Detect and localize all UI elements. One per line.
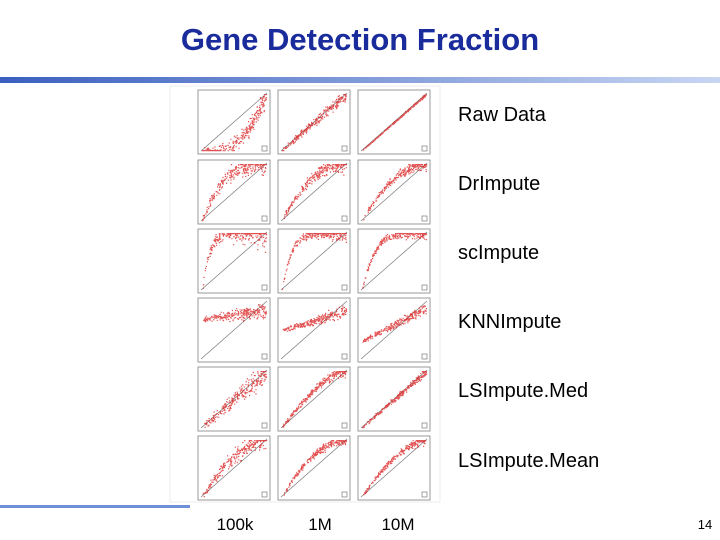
scatter-cloud bbox=[202, 94, 267, 152]
diagonal bbox=[280, 162, 348, 222]
panel-inset bbox=[261, 215, 268, 222]
diagonal bbox=[360, 438, 428, 498]
panel-inset bbox=[341, 353, 348, 360]
panel-inset bbox=[261, 422, 268, 429]
scatter-cloud bbox=[283, 440, 348, 496]
panel-inset bbox=[341, 145, 348, 152]
panel-inset bbox=[261, 145, 268, 152]
panel-inset bbox=[341, 215, 348, 222]
diagonal bbox=[360, 300, 428, 360]
row-label: Raw Data bbox=[458, 104, 546, 126]
panel-inset bbox=[341, 491, 348, 498]
diagonal bbox=[200, 231, 268, 291]
diagonal bbox=[280, 438, 348, 498]
page-number: 14 bbox=[697, 517, 713, 532]
panel-inset bbox=[421, 353, 428, 360]
panel-inset bbox=[421, 284, 428, 291]
row-label: scImpute bbox=[458, 242, 540, 264]
panel-inset bbox=[421, 422, 428, 429]
footer-rule bbox=[0, 505, 190, 508]
panel-inset bbox=[261, 353, 268, 360]
scatter-cloud bbox=[362, 371, 428, 429]
scatter-cloud bbox=[282, 371, 348, 428]
slide-title: Gene Detection Fraction bbox=[180, 22, 540, 57]
panel-inset bbox=[341, 284, 348, 291]
diagonal bbox=[200, 162, 268, 222]
panel-inset bbox=[261, 491, 268, 498]
scatter-cloud bbox=[282, 305, 348, 332]
diagonal bbox=[360, 231, 428, 291]
header-rule bbox=[0, 77, 720, 83]
diagonal bbox=[360, 369, 428, 429]
scatter-cloud bbox=[362, 305, 427, 343]
scatter-cloud bbox=[204, 371, 267, 428]
panel-inset bbox=[421, 491, 428, 498]
scatter-cloud bbox=[362, 94, 427, 151]
scatter-cloud bbox=[282, 94, 347, 152]
diagonal bbox=[360, 162, 428, 222]
scatter-cloud bbox=[203, 304, 267, 323]
column-label: 10M bbox=[381, 515, 415, 534]
scatter-cloud bbox=[283, 164, 347, 219]
diagonal bbox=[200, 92, 268, 152]
column-label: 1M bbox=[308, 515, 332, 534]
panels bbox=[197, 89, 431, 501]
diagonal bbox=[280, 231, 348, 291]
diagonal bbox=[280, 369, 348, 429]
scatter-cloud bbox=[362, 233, 428, 289]
panel-inset bbox=[421, 145, 428, 152]
diagonal bbox=[200, 438, 268, 498]
panel-inset bbox=[341, 422, 348, 429]
row-label: KNNImpute bbox=[458, 311, 562, 333]
row-label: LSImpute.Med bbox=[458, 380, 589, 402]
row-label: DrImpute bbox=[458, 173, 541, 195]
scatter-cloud bbox=[202, 440, 268, 498]
panel-inset bbox=[261, 284, 268, 291]
column-label: 100k bbox=[216, 515, 254, 534]
figure-frame bbox=[169, 85, 441, 503]
panel-inset bbox=[421, 215, 428, 222]
row-label: LSImpute.Mean bbox=[458, 450, 600, 472]
